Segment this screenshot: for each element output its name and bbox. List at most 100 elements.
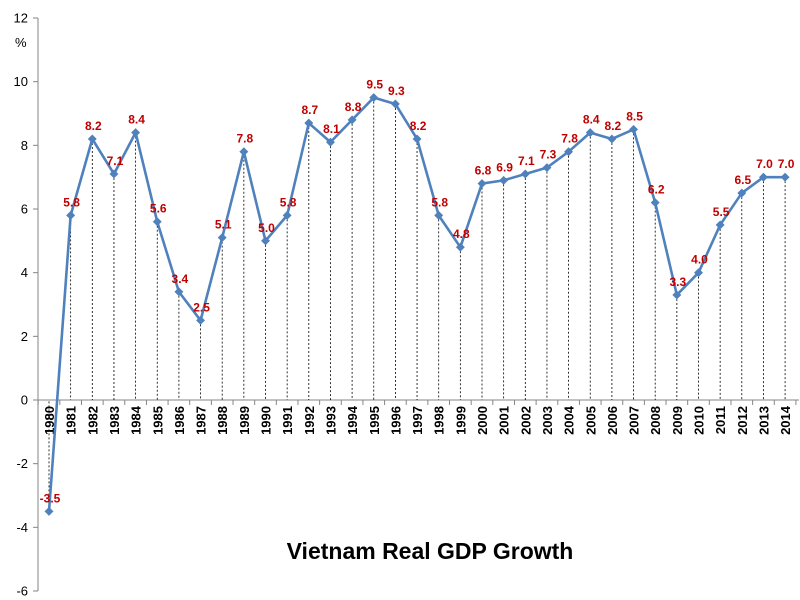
data-label: 9.3 <box>388 84 405 98</box>
data-point-marker <box>477 178 487 189</box>
data-point-marker <box>174 287 184 297</box>
data-point-marker <box>412 134 422 144</box>
x-tick-label: 1989 <box>237 406 252 435</box>
data-label: 5.8 <box>280 195 297 209</box>
data-point-marker <box>542 163 552 173</box>
x-tick-label: 2003 <box>540 406 555 435</box>
x-tick-label: 1996 <box>388 406 403 435</box>
x-tick-label: 2014 <box>778 405 793 435</box>
data-label: 5.5 <box>713 205 730 219</box>
data-label: 8.2 <box>605 119 622 133</box>
y-tick-label: 0 <box>21 393 28 408</box>
x-tick-label: 1998 <box>432 406 447 435</box>
x-tick-label: 1984 <box>129 405 144 435</box>
x-tick-label: 2008 <box>648 406 663 435</box>
x-tick-label: 1993 <box>323 406 338 435</box>
data-point-marker <box>607 134 617 144</box>
data-label: -3.5 <box>40 491 61 505</box>
x-tick-label: 1981 <box>64 406 79 435</box>
data-point-marker <box>44 506 54 516</box>
x-tick-label: 1991 <box>280 406 295 435</box>
x-tick-label: 1987 <box>194 406 209 435</box>
x-tick-label: 1983 <box>107 406 122 435</box>
data-point-marker <box>499 175 509 185</box>
data-label: 8.5 <box>626 109 643 123</box>
data-label: 3.3 <box>670 275 687 289</box>
x-tick-label: 1988 <box>215 406 230 435</box>
x-tick-label: 1980 <box>42 406 57 435</box>
data-point-marker <box>758 172 769 182</box>
x-tick-label: 2012 <box>735 406 750 435</box>
data-point-marker <box>672 290 682 300</box>
data-label: 7.8 <box>561 132 578 146</box>
data-point-marker <box>195 315 206 325</box>
data-label: 3.4 <box>172 272 189 286</box>
x-tick-label: 2001 <box>497 406 512 435</box>
data-label: 2.5 <box>193 300 210 314</box>
data-label: 5.8 <box>431 195 448 209</box>
y-tick-label: 8 <box>21 138 28 153</box>
y-tick-label: 4 <box>21 265 28 280</box>
data-label: 4.0 <box>691 253 708 267</box>
x-tick-label: 2005 <box>583 406 598 435</box>
data-point-marker <box>260 236 271 246</box>
x-tick-label: 2000 <box>475 406 490 435</box>
data-label: 6.8 <box>475 164 492 178</box>
x-tick-label: 1985 <box>150 406 165 435</box>
data-labels-layer: -3.5 5.8 8.2 7.1 8.4 5.6 3.4 2.5 5.1 7.8 5.0 5.8 8.7… <box>40 78 795 506</box>
x-tick-label: 2004 <box>562 405 577 435</box>
x-tick-label: 1994 <box>345 405 360 435</box>
data-label: 7.0 <box>756 157 773 171</box>
data-label: 5.0 <box>258 221 275 235</box>
y-tick-label: 10 <box>14 74 28 89</box>
data-label: 6.5 <box>734 173 751 187</box>
y-tick-label: 2 <box>21 329 28 344</box>
x-tick-label: 2006 <box>605 406 620 435</box>
data-point-marker <box>434 210 444 220</box>
series-layer <box>44 93 790 516</box>
x-tick-label: 2009 <box>670 406 685 435</box>
data-label: 6.2 <box>648 183 665 197</box>
data-label: 5.6 <box>150 202 167 216</box>
data-point-marker <box>347 115 357 125</box>
data-point-marker <box>520 169 530 179</box>
y-tick-label: -2 <box>16 456 28 471</box>
data-point-marker <box>282 210 292 220</box>
drop-lines-layer <box>48 97 786 512</box>
x-tick-label: 2013 <box>756 406 771 435</box>
data-point-marker <box>369 93 379 103</box>
data-label: 8.7 <box>301 103 318 117</box>
x-tick-label: 1986 <box>172 406 187 435</box>
x-tick-label: 2011 <box>713 406 728 434</box>
x-tick-label: 1995 <box>367 406 382 435</box>
data-point-marker <box>455 242 465 252</box>
data-point-marker <box>715 220 725 230</box>
data-label: 9.5 <box>366 78 383 92</box>
data-label: 8.2 <box>85 119 102 133</box>
data-point-marker <box>780 172 790 182</box>
data-point-marker <box>585 128 595 138</box>
x-tick-label: 2007 <box>627 406 642 435</box>
data-label: 8.8 <box>345 100 362 114</box>
data-label: 8.4 <box>128 113 145 127</box>
data-label: 7.3 <box>540 148 557 162</box>
data-label: 4.8 <box>453 227 470 241</box>
x-tick-label: 2002 <box>518 406 533 435</box>
data-point-marker <box>87 134 97 144</box>
x-tick-label: 1990 <box>259 406 274 435</box>
data-label: 8.4 <box>583 113 600 127</box>
data-point-marker <box>390 99 400 109</box>
y-tick-label: -6 <box>16 584 28 599</box>
data-point-marker <box>737 188 747 198</box>
y-tick-label: -4 <box>16 520 28 535</box>
data-label: 7.0 <box>778 157 795 171</box>
data-label: 5.8 <box>63 195 80 209</box>
data-point-marker <box>325 137 336 147</box>
x-tick-label: 1999 <box>453 406 468 435</box>
chart-title: Vietnam Real GDP Growth <box>287 538 574 564</box>
axes-layer: -6 -4 -2 0 2 4 6 8 10 12 1980 1981 1982 1983 1984 1985 1… <box>14 11 799 599</box>
y-tick-label: 6 <box>21 202 28 217</box>
x-tick-label: 1982 <box>85 406 100 435</box>
